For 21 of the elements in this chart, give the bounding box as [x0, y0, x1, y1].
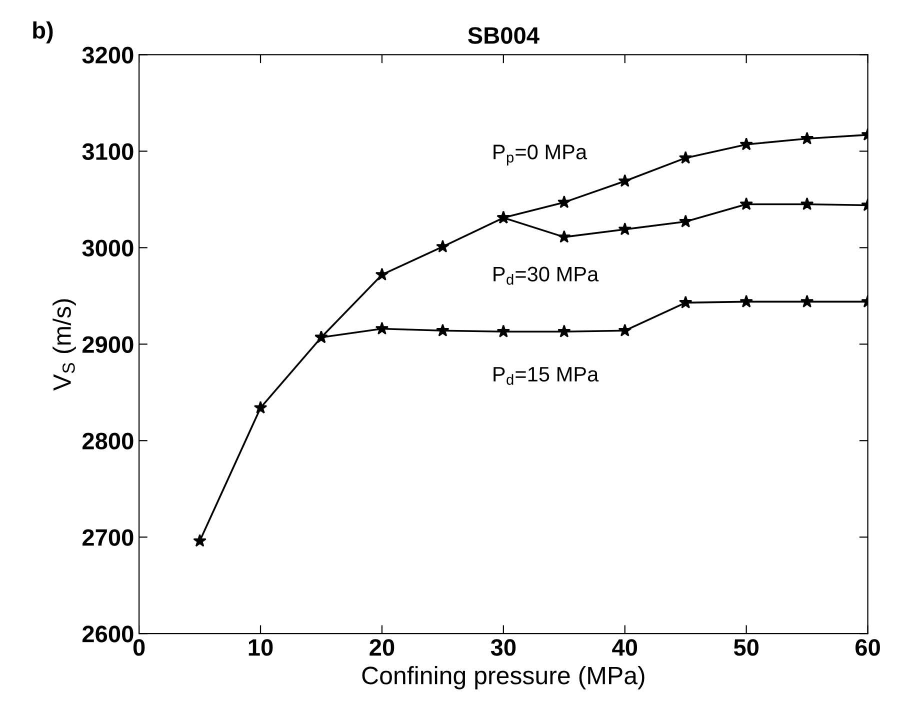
y-axis-title: V$_{S}$ (m/s) [52, 299, 76, 391]
y-tick-label: 3200 [82, 46, 134, 64]
y-tick-label: 3100 [82, 143, 134, 160]
x-tick-label: 50 [734, 639, 758, 656]
y-tick-label: 3000 [82, 240, 134, 256]
x-tick-label: 40 [612, 639, 638, 656]
series-label: P$_{p}$=0 MPa [494, 144, 588, 166]
y-tick-label: 2700 [82, 529, 134, 546]
x-tick-label: 10 [248, 639, 273, 656]
x-tick-label: 0 [133, 639, 145, 656]
y-tick-label: 2800 [82, 432, 134, 450]
y-tick-label: 2900 [82, 336, 134, 353]
series-label: P$_{d}$=30 MPa [494, 266, 599, 285]
series-label: P$_{d}$=15 MPa [494, 367, 599, 385]
chart-title: SB004 [468, 27, 540, 44]
x-axis-title: Confining pressure (MPa) [362, 666, 644, 690]
x-tick-label: 60 [856, 639, 880, 656]
text: b) [33, 21, 53, 44]
x-tick-label: 20 [370, 639, 394, 656]
y-tick-label: 2600 [82, 626, 134, 642]
x-tick-label: 30 [490, 639, 516, 656]
